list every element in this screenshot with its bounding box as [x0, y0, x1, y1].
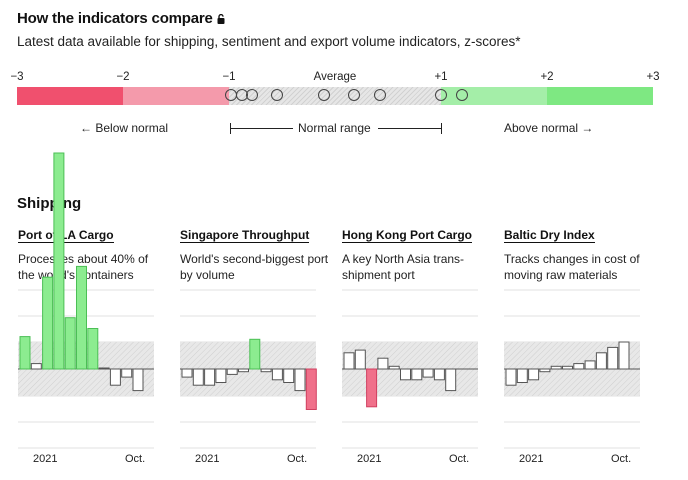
- scale-segment-far-below: [17, 87, 123, 105]
- scale-tick-minus1: −1: [222, 71, 236, 83]
- indicator-marker: [270, 89, 283, 101]
- above-normal-label: Above normal →: [504, 121, 594, 135]
- bar: [283, 368, 295, 383]
- scale-segment-far-above: [547, 87, 653, 105]
- bar: [618, 341, 630, 370]
- chart-title: How the indicators compare: [17, 10, 225, 27]
- panel-desc-hong-kong: A key North Asia trans-shipment port: [342, 252, 465, 282]
- bar: [19, 336, 31, 370]
- scale-tick-plus3: +3: [646, 71, 660, 83]
- indicator-marker: [318, 89, 331, 101]
- scale-tick-plus2: +2: [540, 71, 554, 83]
- x-label-start-singapore: 2021: [195, 453, 220, 465]
- bar: [226, 368, 238, 375]
- bar: [366, 368, 378, 408]
- x-label-end-hong-kong: Oct.: [449, 453, 470, 465]
- normal-range-line-left: [230, 128, 293, 129]
- bar: [422, 368, 434, 378]
- scale-segment-below: [123, 87, 229, 105]
- bar: [539, 368, 551, 373]
- lock-icon: [217, 14, 225, 24]
- bar: [132, 368, 144, 392]
- x-label-start-la: 2021: [33, 453, 58, 465]
- bar: [343, 352, 355, 370]
- panel-title-singapore: Singapore Throughput: [180, 228, 310, 243]
- bar: [76, 265, 87, 370]
- indicator-marker: [456, 89, 469, 101]
- bar: [562, 365, 573, 370]
- bar: [215, 368, 227, 383]
- x-label-end-la: Oct.: [125, 453, 146, 465]
- panel-title-la-cargo: Port of LA Cargo: [18, 228, 114, 243]
- panel-desc-singapore: World's second-biggest port by volume: [180, 252, 329, 282]
- bar: [181, 368, 193, 378]
- x-label-end-baltic: Oct.: [611, 453, 632, 465]
- section-title-shipping: Shipping: [17, 195, 82, 212]
- bar: [87, 328, 99, 370]
- bar: [294, 368, 306, 392]
- panel-title-baltic: Baltic Dry Index: [504, 228, 595, 243]
- scale-tick-minus3: −3: [10, 71, 24, 83]
- bar: [595, 352, 607, 370]
- bar: [573, 363, 585, 370]
- bar: [204, 368, 216, 386]
- x-label-start-hong-kong: 2021: [357, 453, 382, 465]
- panel-desc-baltic: Tracks changes in cost of moving raw mat…: [504, 252, 640, 282]
- bar: [53, 152, 65, 370]
- x-label-end-singapore: Oct.: [287, 453, 308, 465]
- normal-range-line-right: [378, 128, 442, 129]
- bar: [121, 368, 133, 378]
- bar: [249, 338, 261, 370]
- above-normal-text: Above normal: [504, 121, 579, 135]
- bar: [445, 368, 457, 392]
- below-normal-text: Below normal: [95, 121, 169, 135]
- bar: [433, 368, 445, 381]
- scale-tick-minus2: −2: [116, 71, 130, 83]
- bar: [98, 367, 110, 370]
- normal-range-label: Normal range: [298, 121, 371, 135]
- x-label-start-baltic: 2021: [519, 453, 544, 465]
- bar: [30, 363, 42, 370]
- normal-range-cap-right: [441, 123, 442, 134]
- indicator-marker: [435, 89, 447, 101]
- scale-tick-average: Average: [313, 71, 357, 83]
- bar: [354, 349, 366, 370]
- bar: [109, 368, 121, 386]
- bar: [260, 368, 272, 373]
- bar: [238, 368, 249, 373]
- panel-title-hong-kong: Hong Kong Port Cargo: [342, 228, 472, 243]
- bar: [607, 346, 619, 370]
- scale-tick-plus1: +1: [434, 71, 448, 83]
- bar: [305, 368, 317, 410]
- chart-title-text: How the indicators compare: [17, 10, 213, 27]
- chart-subtitle: Latest data available for shipping, sent…: [17, 34, 521, 49]
- bar: [400, 368, 411, 381]
- indicator-marker: [246, 89, 259, 101]
- bar: [192, 368, 204, 386]
- indicator-marker: [373, 89, 386, 101]
- bar: [42, 276, 54, 370]
- bar: [388, 365, 400, 370]
- bar: [528, 368, 540, 381]
- indicator-marker: [348, 89, 361, 101]
- bar: [64, 317, 76, 370]
- bar: [584, 360, 596, 370]
- below-normal-label: ← Below normal: [80, 121, 169, 135]
- bar: [516, 368, 528, 383]
- bar: [505, 368, 517, 386]
- bar: [377, 357, 389, 370]
- bar: [271, 368, 283, 381]
- bar: [411, 368, 423, 381]
- bar: [550, 365, 562, 370]
